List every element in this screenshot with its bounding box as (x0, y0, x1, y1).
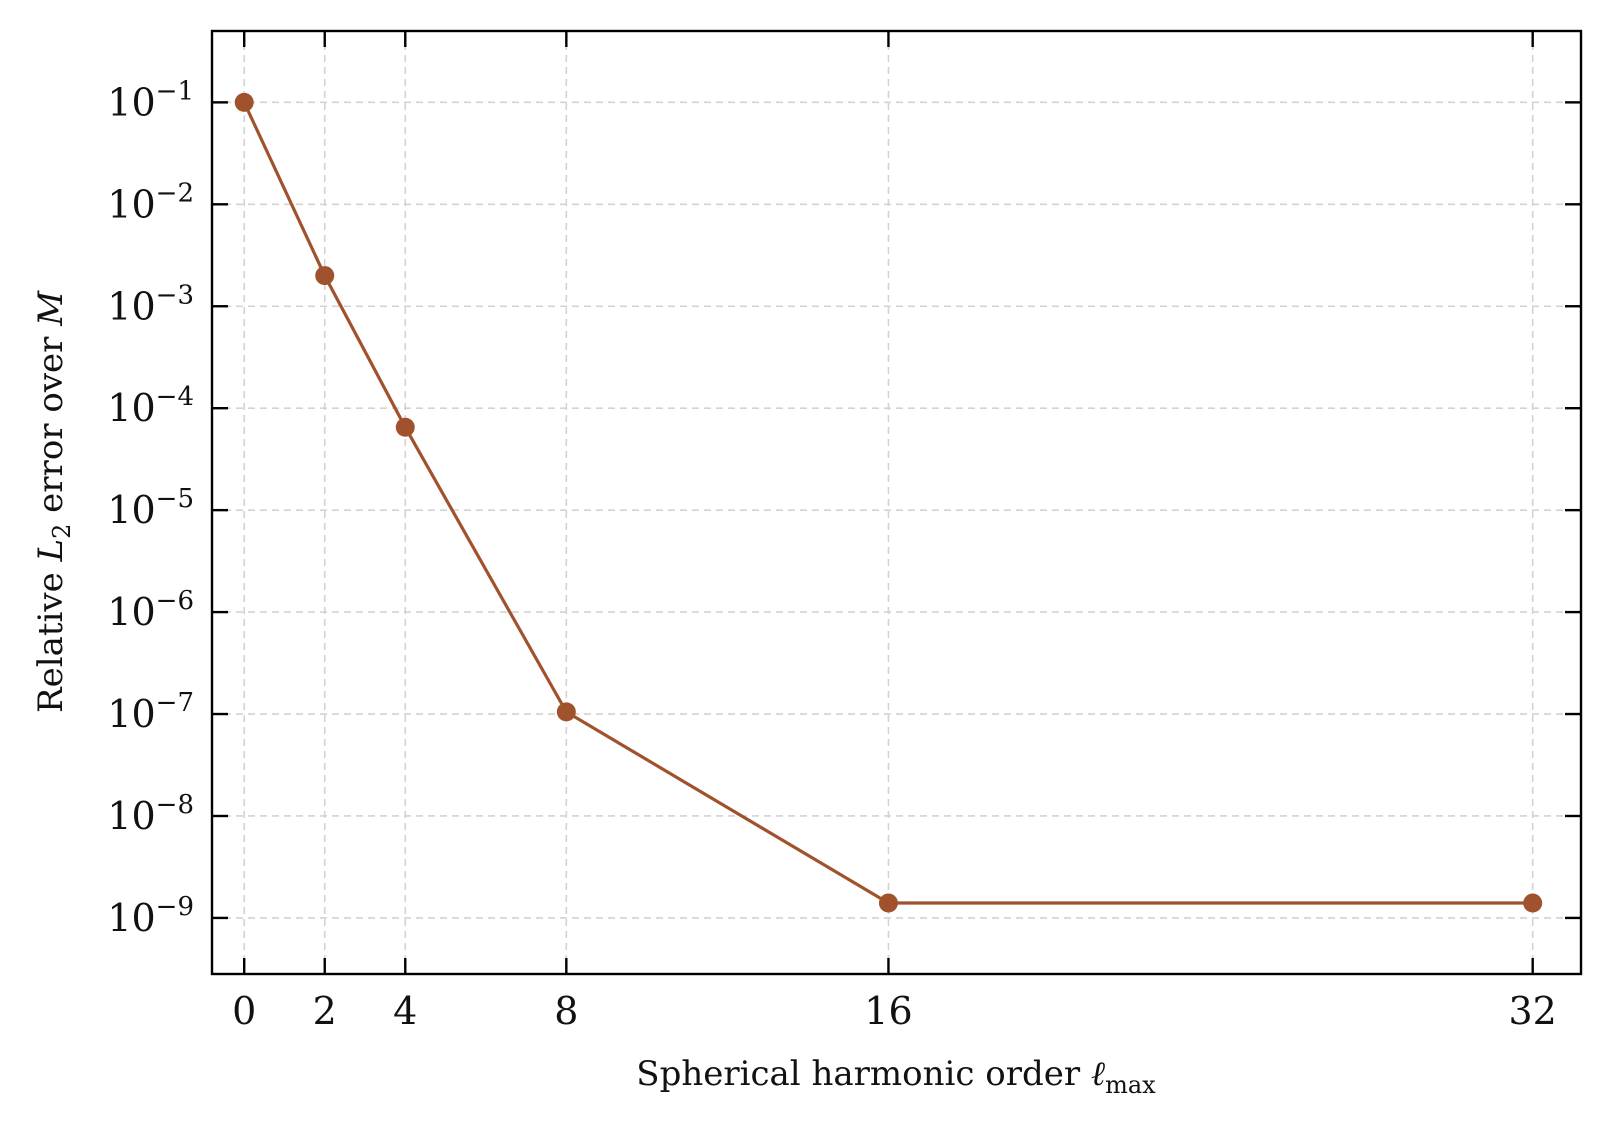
y-tick-label: 10−2 (107, 178, 194, 226)
y-tick-label: 10−5 (107, 484, 194, 532)
data-point (315, 266, 335, 286)
x-axis-title: Spherical harmonic order ℓmax (636, 1054, 1156, 1099)
x-tick-label: 16 (864, 989, 912, 1033)
data-point (395, 417, 415, 437)
axis-ticks (212, 31, 1581, 974)
data-point (234, 92, 254, 112)
y-tick-label: 10−3 (107, 280, 194, 328)
x-tick-label: 2 (313, 989, 337, 1033)
series-line (234, 92, 1543, 913)
series-polyline (242, 101, 1533, 905)
x-tick-label: 8 (554, 989, 578, 1033)
y-tick-label: 10−7 (107, 688, 194, 736)
data-point (878, 893, 898, 913)
y-tick-label: 10−4 (107, 382, 194, 430)
plot-frame (210, 29, 1583, 976)
grid (212, 31, 1581, 974)
y-tick-label: 10−1 (107, 76, 194, 124)
x-tick-label: 0 (232, 989, 256, 1033)
x-tick-label: 4 (393, 989, 417, 1033)
tick-labels: 0 2 4 8 16 32 10−1 10−2 10−3 10−4 10−5 10−6 10−7 10−8… (107, 76, 1557, 1033)
y-axis-title: Relative L2 error over M (31, 290, 76, 713)
y-tick-label: 10−8 (107, 790, 194, 838)
data-point (1523, 893, 1543, 913)
x-tick-label: 32 (1509, 989, 1557, 1033)
data-point (556, 702, 576, 722)
y-tick-label: 10−9 (107, 892, 194, 940)
y-tick-label: 10−6 (107, 586, 194, 634)
